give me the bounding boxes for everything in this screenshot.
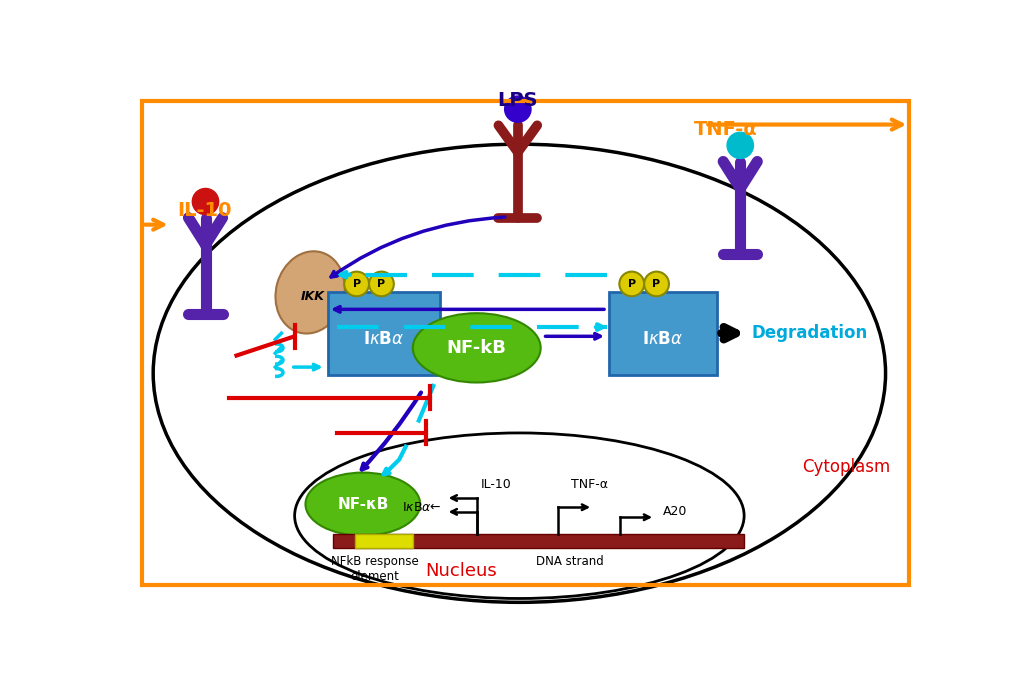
Text: TNF-α: TNF-α: [570, 478, 607, 491]
Circle shape: [505, 96, 531, 122]
Text: P: P: [628, 279, 636, 289]
Circle shape: [727, 132, 754, 158]
Text: P: P: [352, 279, 360, 289]
Text: IL-10: IL-10: [480, 478, 512, 491]
Ellipse shape: [305, 473, 420, 536]
Circle shape: [193, 188, 219, 214]
Ellipse shape: [295, 433, 744, 599]
Text: Cytoplasm: Cytoplasm: [802, 458, 891, 476]
Text: Nucleus: Nucleus: [425, 562, 497, 580]
Text: IL-10: IL-10: [177, 201, 231, 221]
Text: I$\kappa$B$\alpha$: I$\kappa$B$\alpha$: [642, 330, 683, 349]
Ellipse shape: [413, 313, 541, 382]
Text: NF-κB: NF-κB: [337, 497, 388, 512]
Text: I$\kappa$B$\alpha$←: I$\kappa$B$\alpha$←: [402, 501, 442, 514]
Circle shape: [620, 272, 644, 296]
Text: NFkB response
element: NFkB response element: [331, 555, 419, 583]
Text: P: P: [378, 279, 385, 289]
Text: LPS: LPS: [498, 91, 538, 110]
Bar: [334, 534, 744, 548]
Text: IKK: IKK: [300, 290, 325, 303]
Ellipse shape: [275, 251, 345, 334]
Ellipse shape: [154, 144, 886, 602]
Text: Degradation: Degradation: [752, 324, 868, 342]
Circle shape: [369, 272, 394, 296]
Text: I$\kappa$B$\alpha$: I$\kappa$B$\alpha$: [364, 330, 404, 349]
Text: NF-kB: NF-kB: [446, 339, 507, 357]
Text: P: P: [652, 279, 660, 289]
Text: TNF-α: TNF-α: [693, 121, 758, 140]
Text: DNA strand: DNA strand: [536, 555, 603, 568]
Bar: [355, 534, 414, 548]
Bar: [328, 292, 440, 375]
Text: A20: A20: [663, 506, 687, 519]
Bar: [608, 292, 717, 375]
Circle shape: [644, 272, 669, 296]
Circle shape: [344, 272, 369, 296]
